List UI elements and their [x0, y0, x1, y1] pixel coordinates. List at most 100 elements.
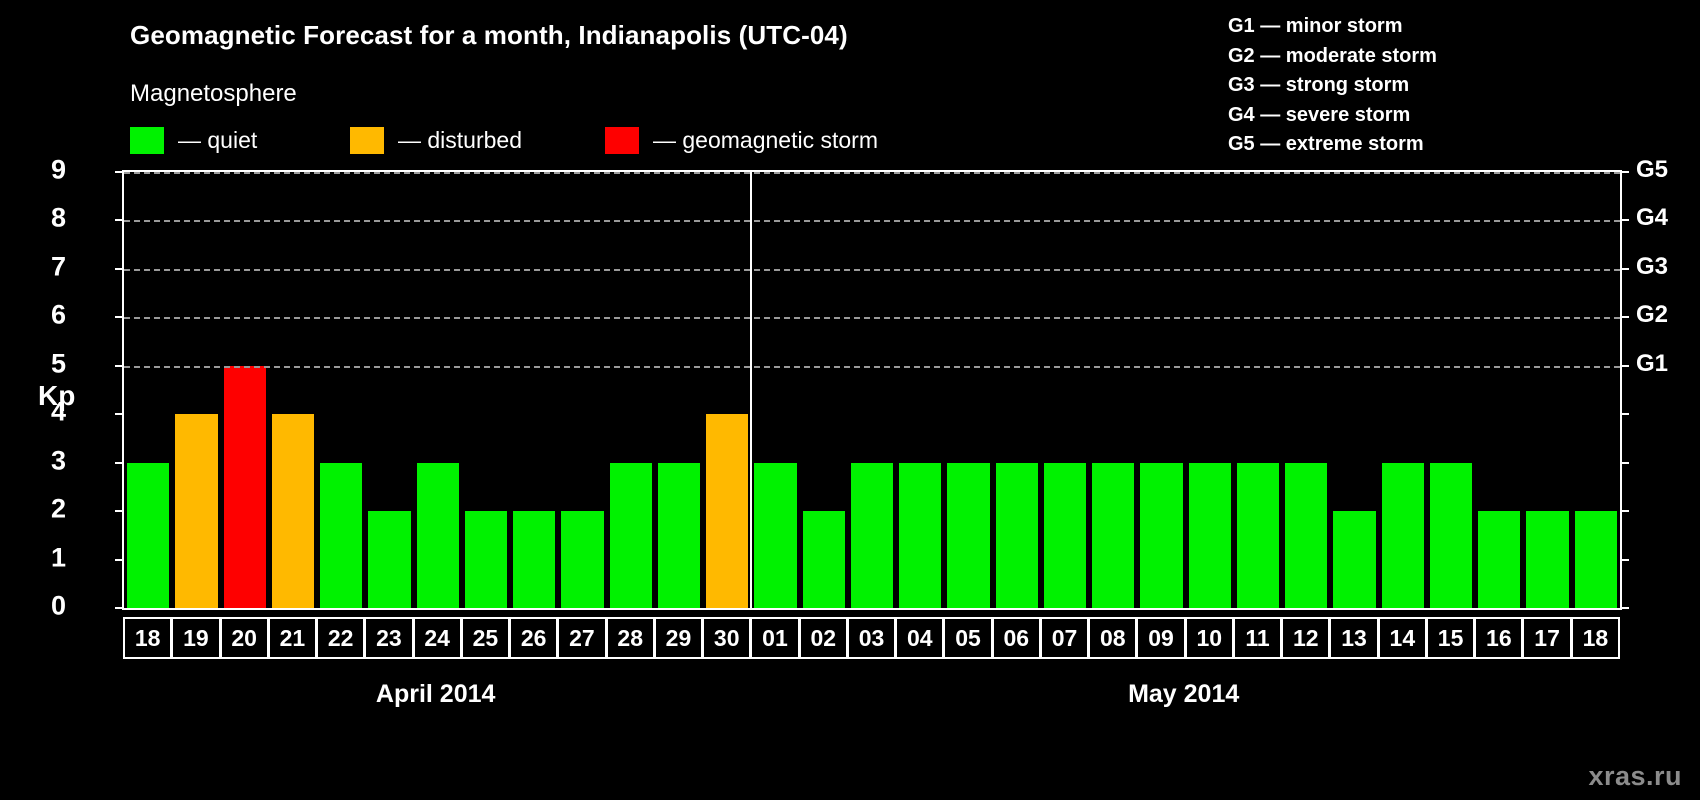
date-cell: 14: [1377, 617, 1427, 659]
y-axis-label: 8: [50, 202, 66, 233]
gridline: [124, 317, 1620, 320]
bar: [754, 462, 797, 608]
bar: [609, 462, 652, 608]
date-cell: 24: [412, 617, 462, 659]
date-cell: 23: [364, 617, 414, 659]
date-cell: 25: [460, 617, 511, 659]
y-axis-tick: [115, 510, 124, 513]
legend-label: — quiet: [178, 126, 258, 153]
y-axis-tick: [115, 267, 124, 270]
y-axis-label: 6: [50, 299, 66, 330]
y-axis-tick: [1620, 558, 1629, 561]
date-cell: 26: [509, 617, 559, 659]
bar: [513, 511, 556, 608]
bar: [1526, 511, 1569, 608]
gridline: [124, 220, 1620, 223]
date-cell: 18: [1570, 617, 1620, 659]
y-axis-label: 1: [50, 542, 66, 573]
g-axis-label: G5: [1636, 156, 1669, 183]
bar: [899, 462, 942, 608]
bar: [320, 462, 363, 608]
date-cell: 18: [123, 617, 173, 659]
legend-label: — geomagnetic storm: [653, 126, 878, 153]
bar: [1381, 462, 1424, 608]
y-axis-tick: [1620, 171, 1629, 173]
date-cell: 12: [1281, 617, 1331, 659]
y-axis-tick: [1620, 316, 1629, 319]
g-scale-row: G5 — extreme storm: [1228, 133, 1424, 155]
date-cell: 05: [943, 617, 993, 659]
g-axis-label: G2: [1636, 301, 1669, 329]
date-cell: 17: [1522, 617, 1572, 659]
bar: [1574, 511, 1617, 608]
y-axis-tick: [115, 607, 124, 609]
y-axis-label: 7: [50, 251, 66, 282]
date-cell: 03: [846, 617, 897, 659]
date-cell: 16: [1474, 617, 1524, 659]
bar: [561, 511, 604, 608]
g-scale-row: G2 — moderate storm: [1228, 44, 1437, 67]
bar: [995, 462, 1038, 608]
y-axis-tick: [1620, 219, 1629, 222]
bar: [223, 365, 266, 608]
bar: [1140, 462, 1183, 608]
month-label: May 2014: [1128, 680, 1240, 708]
g-scale-legend: G1 — minor storm G2 — moderate storm G3 — …: [1228, 12, 1437, 160]
g-scale-row: G3 — strong storm: [1228, 74, 1410, 96]
bar: [1333, 511, 1376, 608]
date-cell: 30: [702, 617, 752, 659]
gridline: [124, 172, 1620, 174]
bar: [657, 462, 701, 608]
date-cell: 11: [1232, 617, 1283, 659]
date-cell: 09: [1136, 617, 1186, 659]
page-title: Geomagnetic Forecast for a month, Indian…: [130, 20, 848, 50]
g-axis-label: G4: [1636, 204, 1669, 232]
bar: [1092, 462, 1135, 608]
y-axis-tick: [1620, 413, 1629, 416]
month-divider: [750, 172, 753, 608]
bar: [1478, 511, 1521, 608]
y-axis-tick: [115, 364, 124, 367]
g-scale-row: G4 — severe storm: [1228, 103, 1411, 126]
date-cell: 10: [1184, 617, 1234, 659]
y-axis-label: 9: [50, 154, 66, 185]
date-cell: 07: [1039, 617, 1090, 659]
magnetosphere-label: Magnetosphere: [130, 80, 297, 107]
bar: [1429, 462, 1473, 608]
y-axis-label: 0: [50, 590, 66, 621]
legend-item: — disturbed: [350, 125, 522, 155]
date-cell: 20: [219, 617, 269, 659]
gridline: [124, 268, 1620, 271]
legend-color-swatch: [605, 126, 639, 154]
y-axis-title: Kp: [38, 380, 76, 411]
bar: [416, 462, 459, 608]
date-cell: 19: [171, 617, 221, 659]
bar: [464, 511, 508, 608]
date-cell: 13: [1329, 617, 1379, 659]
date-cell: 04: [895, 617, 945, 659]
y-axis-tick: [115, 558, 124, 561]
y-axis-tick: [115, 219, 124, 222]
date-cell: 29: [653, 617, 704, 659]
y-axis-tick: [1620, 607, 1629, 609]
bar: [1043, 462, 1087, 608]
legend-label: — disturbed: [398, 126, 523, 153]
y-axis-tick: [115, 413, 124, 416]
bar: [368, 511, 411, 608]
bar-series: [124, 172, 1620, 608]
y-axis-tick: [1620, 267, 1629, 270]
y-axis-label: 3: [50, 445, 66, 476]
y-axis-tick: [115, 171, 124, 173]
bar: [706, 414, 749, 608]
date-cell: 15: [1425, 617, 1476, 659]
bar: [947, 462, 990, 608]
y-axis-tick: [1620, 510, 1629, 513]
plot-area: [115, 170, 1629, 610]
g-axis-label: G1: [1636, 349, 1669, 377]
date-cell: 27: [557, 617, 607, 659]
legend-color-swatch: [130, 126, 164, 154]
gridline: [124, 365, 1620, 368]
bar: [802, 511, 845, 608]
legend-item: — quiet: [130, 125, 257, 155]
bar: [175, 414, 218, 608]
